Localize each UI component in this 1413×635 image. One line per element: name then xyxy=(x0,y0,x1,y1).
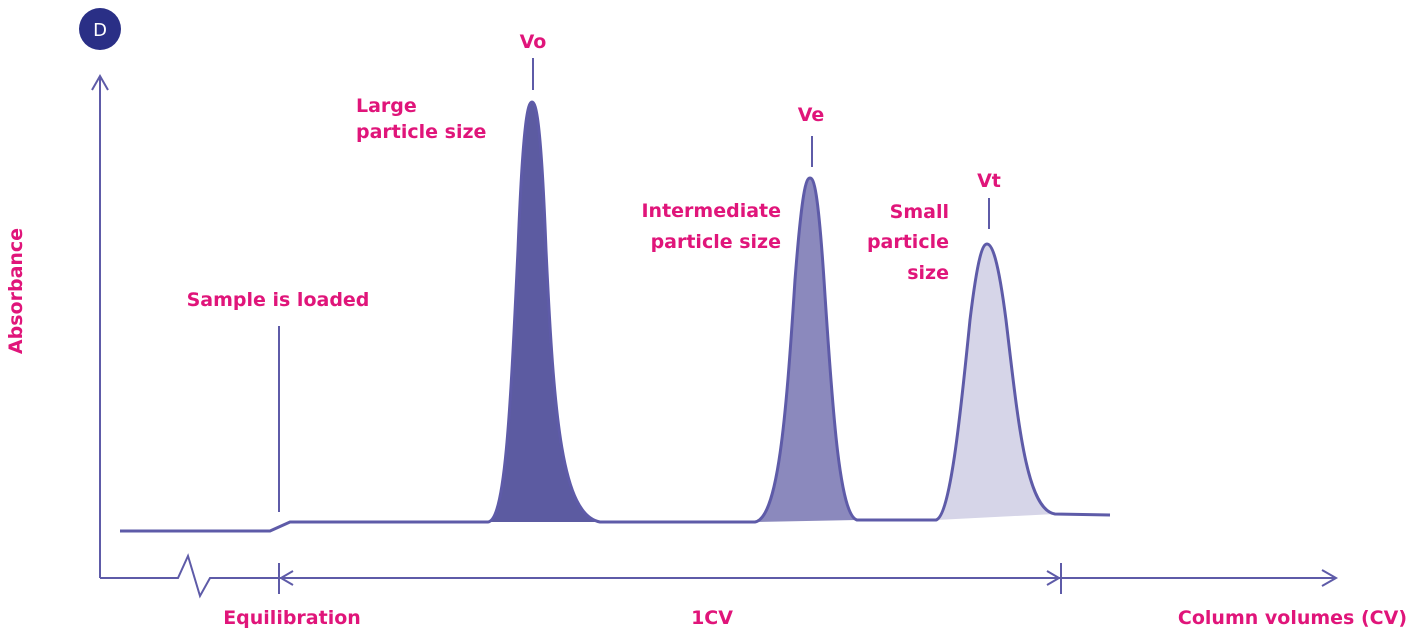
peak-ve-description: Intermediate particle size xyxy=(641,200,781,253)
sample-loaded-label: Sample is loaded xyxy=(187,289,370,311)
peak-vo-desc-line: Large xyxy=(356,95,417,117)
peak-ve-desc-line: particle size xyxy=(651,231,781,253)
cv-range-markers xyxy=(278,563,1062,594)
x-axis-label: Column volumes (CV) xyxy=(1178,607,1407,629)
peak-vt-description: Small particle size xyxy=(867,201,949,284)
peak-vo-description: Large particle size xyxy=(356,95,486,143)
peak-ve-fill xyxy=(755,178,857,522)
peak-vt-marker: Vt xyxy=(977,170,1001,192)
equilibration-label: Equilibration xyxy=(223,607,361,629)
cv-range-label: 1CV xyxy=(691,607,733,629)
panel-badge: D xyxy=(79,8,121,50)
peak-vo-fill xyxy=(488,102,600,522)
peak-vt-fill xyxy=(936,244,1055,520)
peak-vo-marker: Vo xyxy=(520,31,547,53)
peak-ve-marker: Ve xyxy=(798,104,825,126)
x-axis xyxy=(100,553,1339,599)
chromatogram-trace xyxy=(120,100,1111,533)
panel-badge-letter: D xyxy=(93,20,107,41)
peak-vt-desc-line: size xyxy=(907,262,949,284)
peak-vt-desc-line: Small xyxy=(890,201,949,223)
peak-ve-desc-line: Intermediate xyxy=(641,200,781,222)
y-axis-label: Absorbance xyxy=(5,228,27,354)
y-axis xyxy=(91,73,109,578)
peak-vt-desc-line: particle xyxy=(867,231,949,253)
peak-vo-desc-line: particle size xyxy=(356,121,486,143)
